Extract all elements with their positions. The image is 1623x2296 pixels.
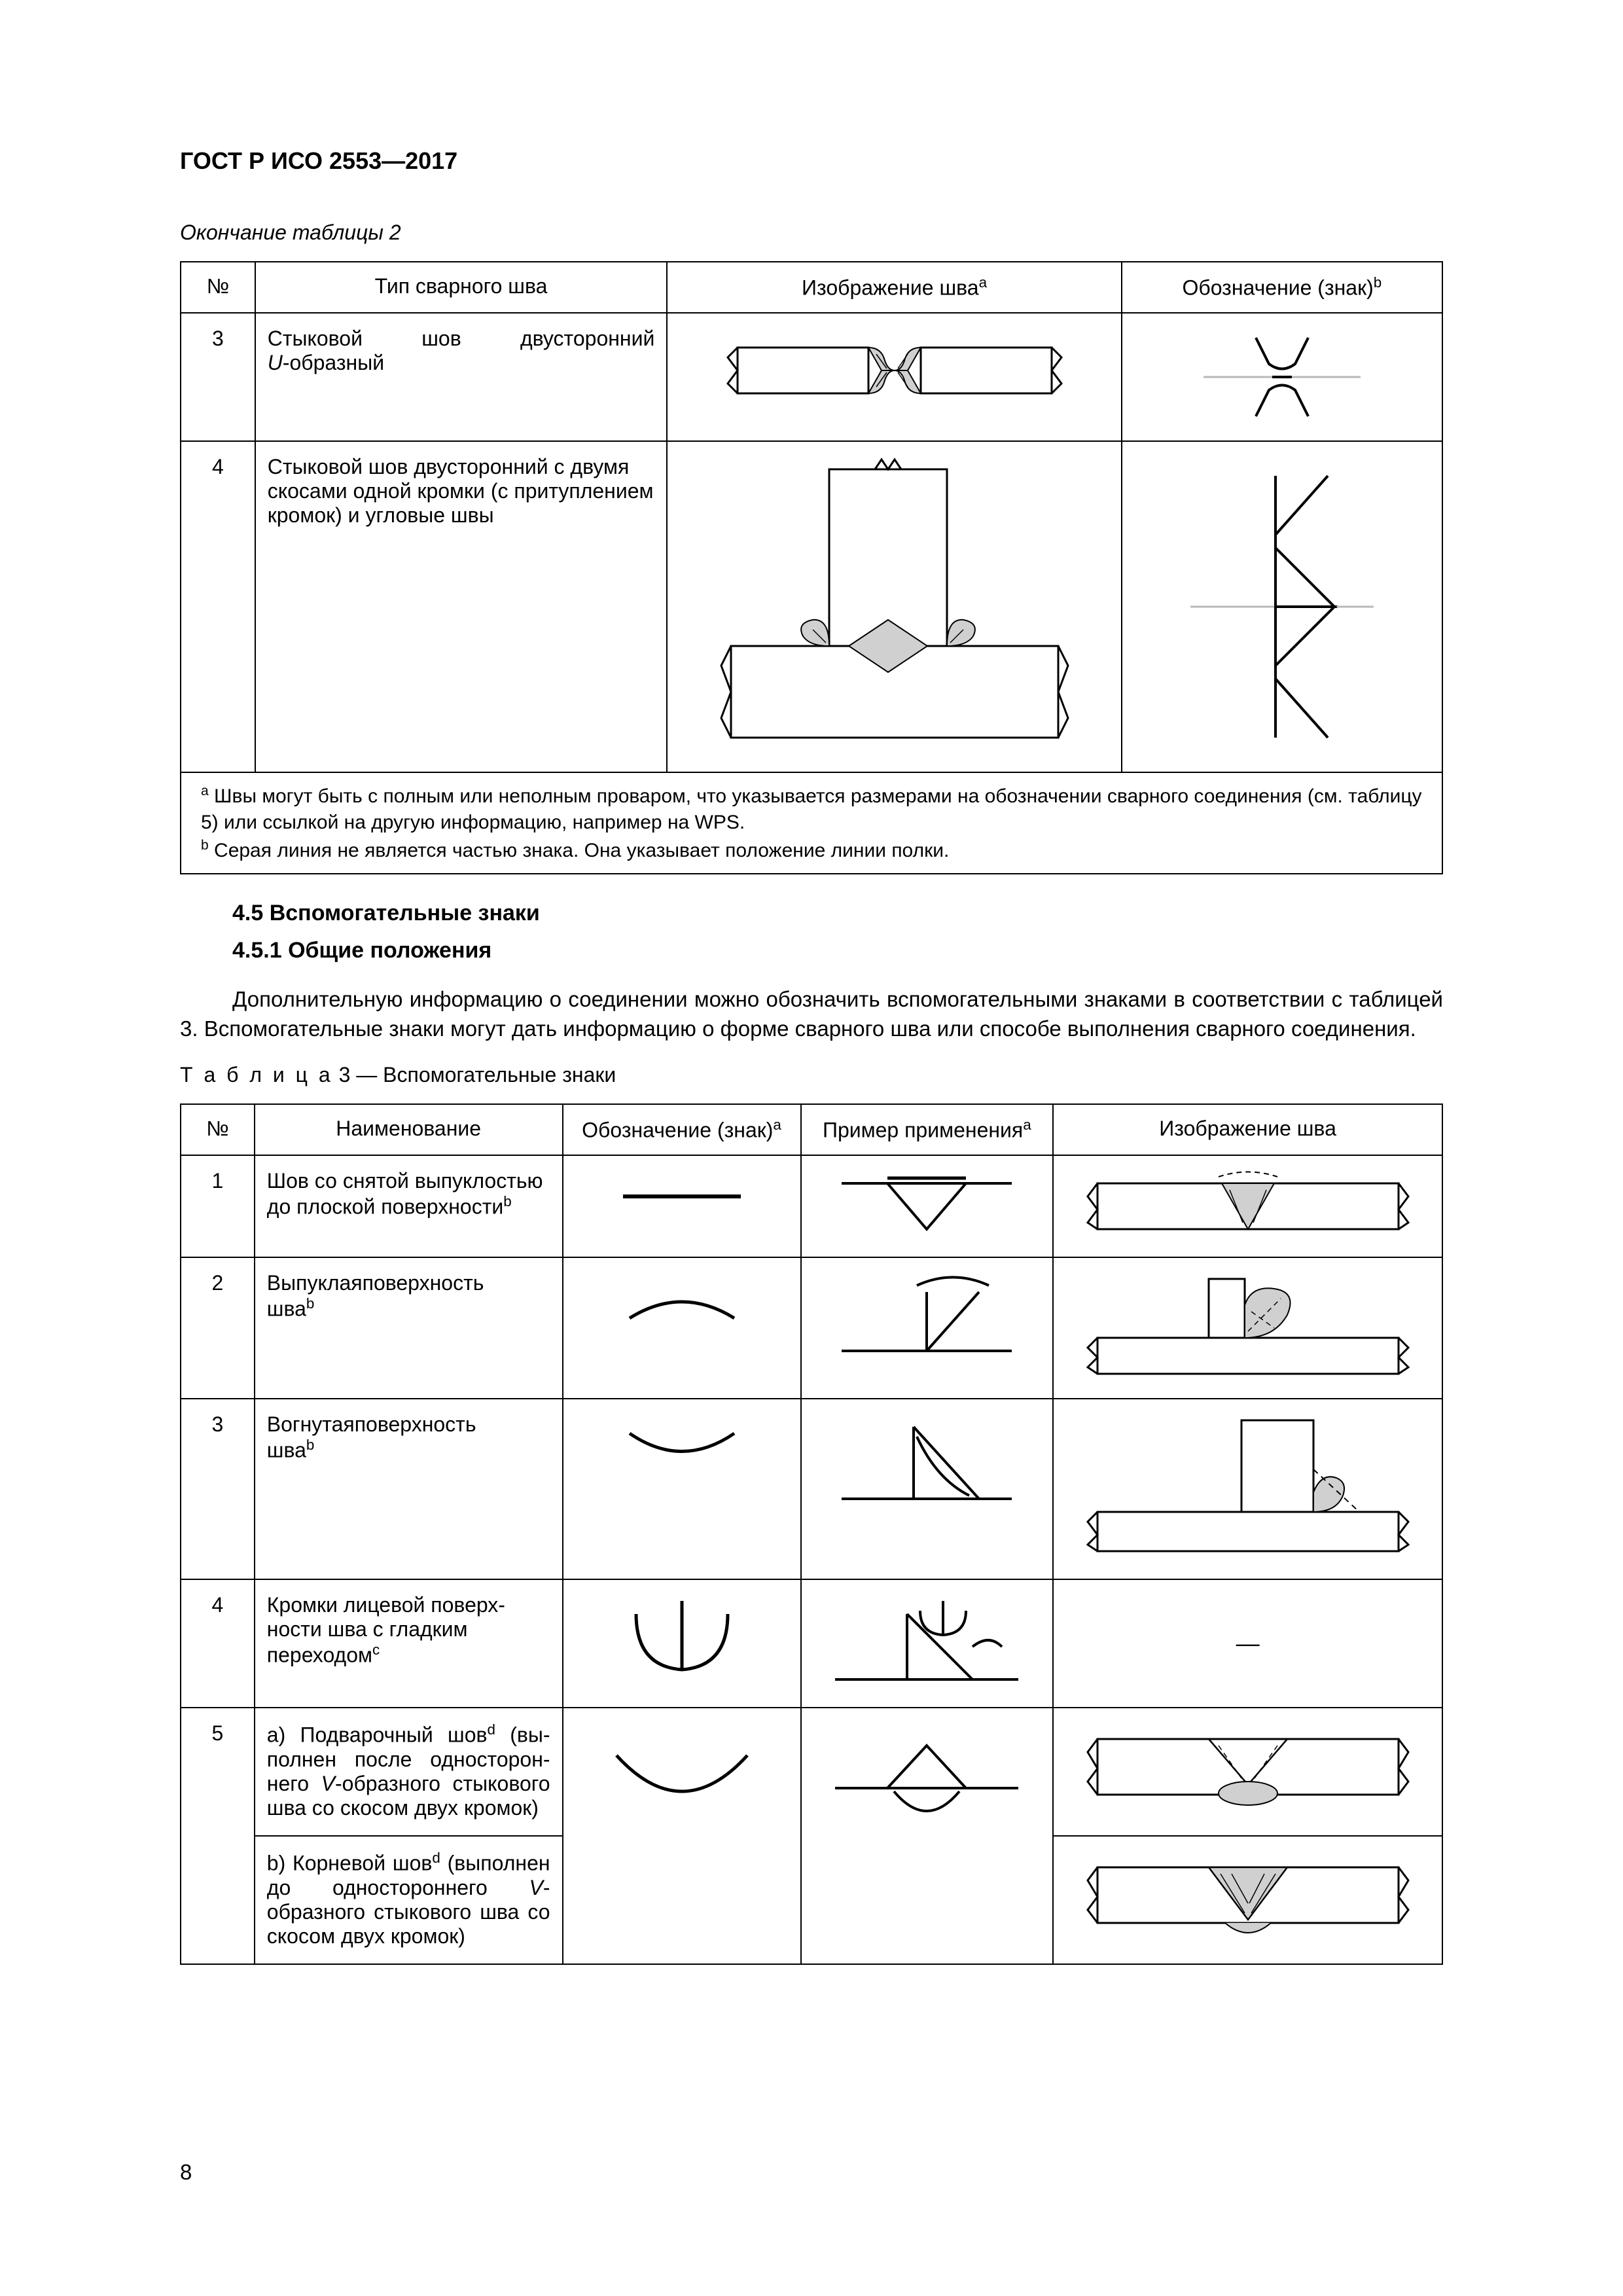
- weld-k-fillet-illustration: [698, 450, 1091, 764]
- table2-h-num: №: [181, 262, 255, 313]
- table2-header-row: № Тип сварного шва Изображение шваa Обоз…: [181, 262, 1442, 313]
- toe-blend-symbol-icon: [597, 1588, 767, 1699]
- table2-continuation: Окончание таблицы 2: [180, 221, 1443, 245]
- table3-h-illustration: Изображение шва: [1053, 1104, 1442, 1155]
- table2-r4-desc: Стыковой шов двусторонний с двумя скосам…: [255, 441, 668, 772]
- table2-r3-num: 3: [181, 313, 255, 441]
- table3: № Наименование Обозначение (знак)a Приме…: [180, 1103, 1443, 1965]
- t3-r5-example: [801, 1708, 1054, 1964]
- flush-symbol-icon: [597, 1164, 767, 1229]
- table2-footnotes: a Швы могут быть с полным или неполным п…: [181, 772, 1442, 874]
- backing-run-weld-a-illustration: [1078, 1716, 1418, 1827]
- t3-r4-num: 4: [181, 1579, 255, 1708]
- table3-row-1: 1 Шов со снятой выпуклостью до плоской п…: [181, 1155, 1442, 1257]
- flush-example-icon: [829, 1164, 1025, 1242]
- t3-r2-example: [801, 1257, 1054, 1399]
- table2-h-type: Тип сварного шва: [255, 262, 668, 313]
- table2-r3-symbol: [1122, 313, 1442, 441]
- t3-r2-num: 2: [181, 1257, 255, 1399]
- table3-h-num: №: [181, 1104, 255, 1155]
- table3-h-example: Пример примененияa: [801, 1104, 1054, 1155]
- section-4.5.1-paragraph: Дополнительную информацию о соединении м…: [180, 985, 1443, 1043]
- t3-r5b-name: b) Корневой шовd (выпол­нен до односторо…: [255, 1836, 563, 1964]
- convex-symbol-icon: [597, 1266, 767, 1344]
- t3-r1-example: [801, 1155, 1054, 1257]
- table3-caption: Т а б л и ц а 3 — Вспомогательные знаки: [180, 1063, 1443, 1087]
- table3-row-3: 3 Вогнутаяповерхность шваb: [181, 1399, 1442, 1579]
- table3-row-5a: 5 a) Подварочный шовd (вы­полнен после о…: [181, 1708, 1442, 1836]
- t3-r3-sign: [563, 1399, 801, 1579]
- flush-weld-illustration: [1078, 1164, 1418, 1249]
- t3-r4-sign: [563, 1579, 801, 1708]
- t3-r2-sign: [563, 1257, 801, 1399]
- backing-run-example-icon: [822, 1716, 1031, 1860]
- backing-run-symbol-icon: [590, 1716, 774, 1847]
- convex-example-icon: [829, 1266, 1025, 1371]
- table3-h-sign: Обозначение (знак)a: [563, 1104, 801, 1155]
- t3-r1-sign: [563, 1155, 801, 1257]
- t3-r2-illustration: [1053, 1257, 1442, 1399]
- toe-blend-example-icon: [822, 1588, 1031, 1699]
- table2: № Тип сварного шва Изображение шваa Обоз…: [180, 261, 1443, 874]
- t3-r3-illustration: [1053, 1399, 1442, 1579]
- t3-r3-name: Вогнутаяповерхность шваb: [255, 1399, 563, 1579]
- section-4.5-heading: 4.5 Вспомогательные знаки: [180, 901, 1443, 926]
- t3-r1-illustration: [1053, 1155, 1442, 1257]
- table3-header-row: № Наименование Обозначение (знак)a Приме…: [181, 1104, 1442, 1155]
- weld-double-u-symbol: [1184, 321, 1380, 433]
- table2-h-illustration: Изображение шваa: [667, 262, 1121, 313]
- concave-example-icon: [829, 1407, 1025, 1518]
- t3-r5-num: 5: [181, 1708, 255, 1964]
- t3-r5-sign: [563, 1708, 801, 1964]
- table2-footnotes-row: a Швы могут быть с полным или неполным п…: [181, 772, 1442, 874]
- table2-r3-desc: Стыковой шов двусторонний U-образный: [255, 313, 668, 441]
- table2-row-4: 4 Стыковой шов двусторонний с двумя скос…: [181, 441, 1442, 772]
- t3-r4-illustration: —: [1053, 1579, 1442, 1708]
- t3-r2-name: Выпуклаяповерхность шваb: [255, 1257, 563, 1399]
- t3-r3-example: [801, 1399, 1054, 1579]
- t3-r4-name: Кромки лицевой поверх­ности шва с гладки…: [255, 1579, 563, 1708]
- backing-run-weld-b-illustration: [1078, 1844, 1418, 1956]
- table2-r3-illustration: [667, 313, 1121, 441]
- t3-r4-example: [801, 1579, 1054, 1708]
- doc-title: ГОСТ Р ИСО 2553—2017: [180, 147, 1443, 175]
- t3-r5a-illustration: [1053, 1708, 1442, 1836]
- table2-h-symbol: Обозначение (знак)b: [1122, 262, 1442, 313]
- page-number: 8: [180, 2160, 192, 2185]
- t3-r1-num: 1: [181, 1155, 255, 1257]
- table3-h-name: Наименование: [255, 1104, 563, 1155]
- table2-r4-num: 4: [181, 441, 255, 772]
- convex-weld-illustration: [1078, 1266, 1418, 1390]
- concave-symbol-icon: [597, 1407, 767, 1486]
- table2-r4-illustration: [667, 441, 1121, 772]
- concave-weld-illustration: [1078, 1407, 1418, 1571]
- table3-row-4: 4 Кромки лицевой поверх­ности шва с глад…: [181, 1579, 1442, 1708]
- t3-r1-name: Шов со снятой выпуклостью до плоской пов…: [255, 1155, 563, 1257]
- table3-row-2: 2 Выпуклаяповерхность шваb: [181, 1257, 1442, 1399]
- t3-r3-num: 3: [181, 1399, 255, 1579]
- table2-row-3: 3 Стыковой шов двусторонний U-образный: [181, 313, 1442, 441]
- section-4.5.1-heading: 4.5.1 Общие положения: [180, 938, 1443, 963]
- weld-k-fillet-symbol: [1171, 450, 1393, 764]
- t3-r5a-name: a) Подварочный шовd (вы­полнен после одн…: [255, 1708, 563, 1836]
- t3-r5b-illustration: [1053, 1836, 1442, 1964]
- table2-r4-symbol: [1122, 441, 1442, 772]
- weld-double-u-illustration: [711, 321, 1078, 433]
